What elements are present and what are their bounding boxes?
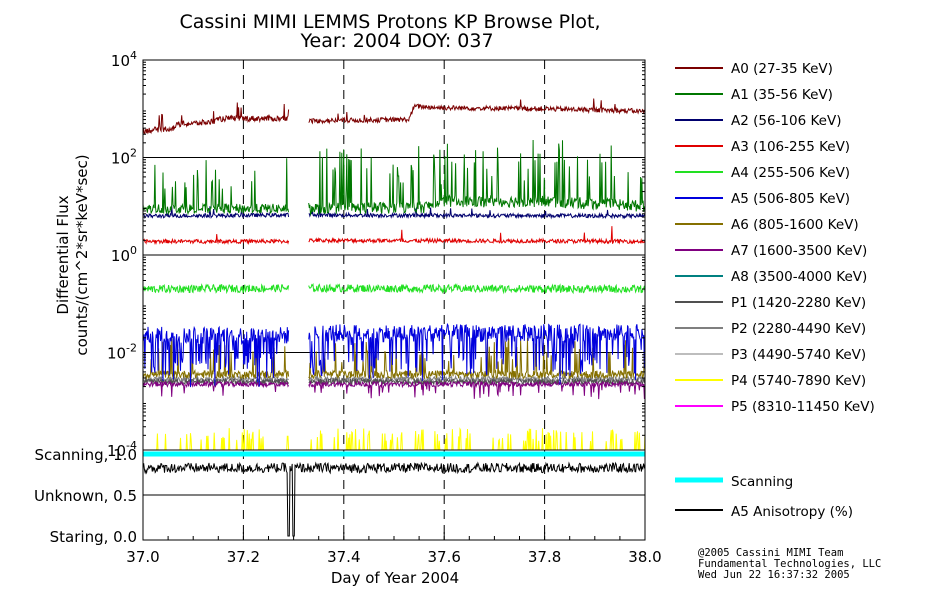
series-a7-line — [308, 379, 646, 400]
x-tick-label: 37.6 — [427, 548, 460, 566]
legend-label: P5 (8310-11450 KeV) — [731, 399, 875, 415]
legend-label: A6 (805-1600 KeV) — [731, 217, 859, 233]
legend-label: A4 (255-506 KeV) — [731, 165, 850, 181]
series-a3-line — [142, 234, 290, 246]
legend-label: A5 Anisotropy (%) — [731, 504, 853, 520]
y-tick-label: 10-2 — [107, 342, 137, 363]
legend-label: A8 (3500-4000 KeV) — [731, 269, 867, 285]
anisotropy-line — [142, 461, 646, 537]
legend-label: P4 (5740-7890 KeV) — [731, 373, 866, 389]
series-p1-line — [142, 377, 290, 387]
series-a3-line — [308, 226, 646, 245]
credit-line-3: Wed Jun 22 16:37:32 2005 — [698, 569, 850, 581]
series-a0-line — [308, 98, 646, 125]
series-a5-line — [308, 322, 646, 385]
series-a4-line — [308, 282, 646, 295]
credit-line-1: @2005 Cassini MIMI Team — [698, 547, 843, 559]
legend-label: A0 (27-35 KeV) — [731, 61, 833, 77]
series-a2-line — [142, 205, 290, 219]
status-panel — [142, 451, 646, 537]
x-axis-label: Day of Year 2004 — [331, 569, 459, 587]
legend-label: A1 (35-56 KeV) — [731, 87, 833, 103]
series-layer — [142, 98, 646, 451]
series-a5-line — [142, 325, 290, 388]
x-tick-label: 37.2 — [227, 548, 260, 566]
legend-label: A3 (106-255 KeV) — [731, 139, 850, 155]
series-a6-line — [142, 337, 290, 380]
chart-title-line2: Year: 2004 DOY: 037 — [299, 30, 493, 52]
legend: A0 (27-35 KeV) A1 (35-56 KeV) A2 (56-106 K… — [675, 61, 875, 520]
series-a6-line — [308, 337, 646, 381]
legend-label: A5 (506-805 KeV) — [731, 191, 850, 207]
series-a1-line — [308, 139, 646, 217]
legend-label: P1 (1420-2280 KeV) — [731, 295, 866, 311]
legend-label: Scanning — [731, 474, 793, 490]
x-tick-label: 38.0 — [628, 548, 661, 566]
x-tick-label: 37.0 — [126, 548, 159, 566]
y-tick-label: 104 — [111, 49, 137, 70]
y-axis-label-line1: Differential Flux — [54, 195, 72, 314]
y-tick-label: 10-4 — [107, 439, 137, 460]
y-tick-label: 102 — [111, 147, 137, 168]
status-y-tick-label: Staring, 0.0 — [50, 528, 137, 546]
chart-title-line1: Cassini MIMI LEMMS Protons KP Browse Plo… — [179, 11, 600, 33]
legend-label: A2 (56-106 KeV) — [731, 113, 841, 129]
series-a7-line — [142, 380, 290, 397]
status-y-tick-label: Unknown, 0.5 — [34, 487, 137, 505]
y-axis-label-line2: counts/(cm^2*sr*keV*sec) — [73, 154, 91, 355]
credit-line-2: Fundamental Technologies, LLC — [698, 558, 881, 570]
x-tick-label: 37.4 — [327, 548, 360, 566]
x-tick-label: 37.8 — [528, 548, 561, 566]
status-y-tick-label: Scanning, 1.0 — [34, 446, 137, 464]
legend-label: A7 (1600-3500 KeV) — [731, 243, 867, 259]
legend-label: P3 (4490-5740 KeV) — [731, 347, 866, 363]
series-p4-line — [308, 427, 646, 451]
legend-label: P2 (2280-4490 KeV) — [731, 321, 866, 337]
series-a1-line — [142, 158, 290, 216]
series-a0-line — [142, 102, 290, 135]
y-tick-label: 100 — [111, 244, 137, 265]
series-a4-line — [142, 283, 290, 295]
series-a2-line — [308, 205, 646, 220]
series-p4-line — [143, 428, 290, 451]
